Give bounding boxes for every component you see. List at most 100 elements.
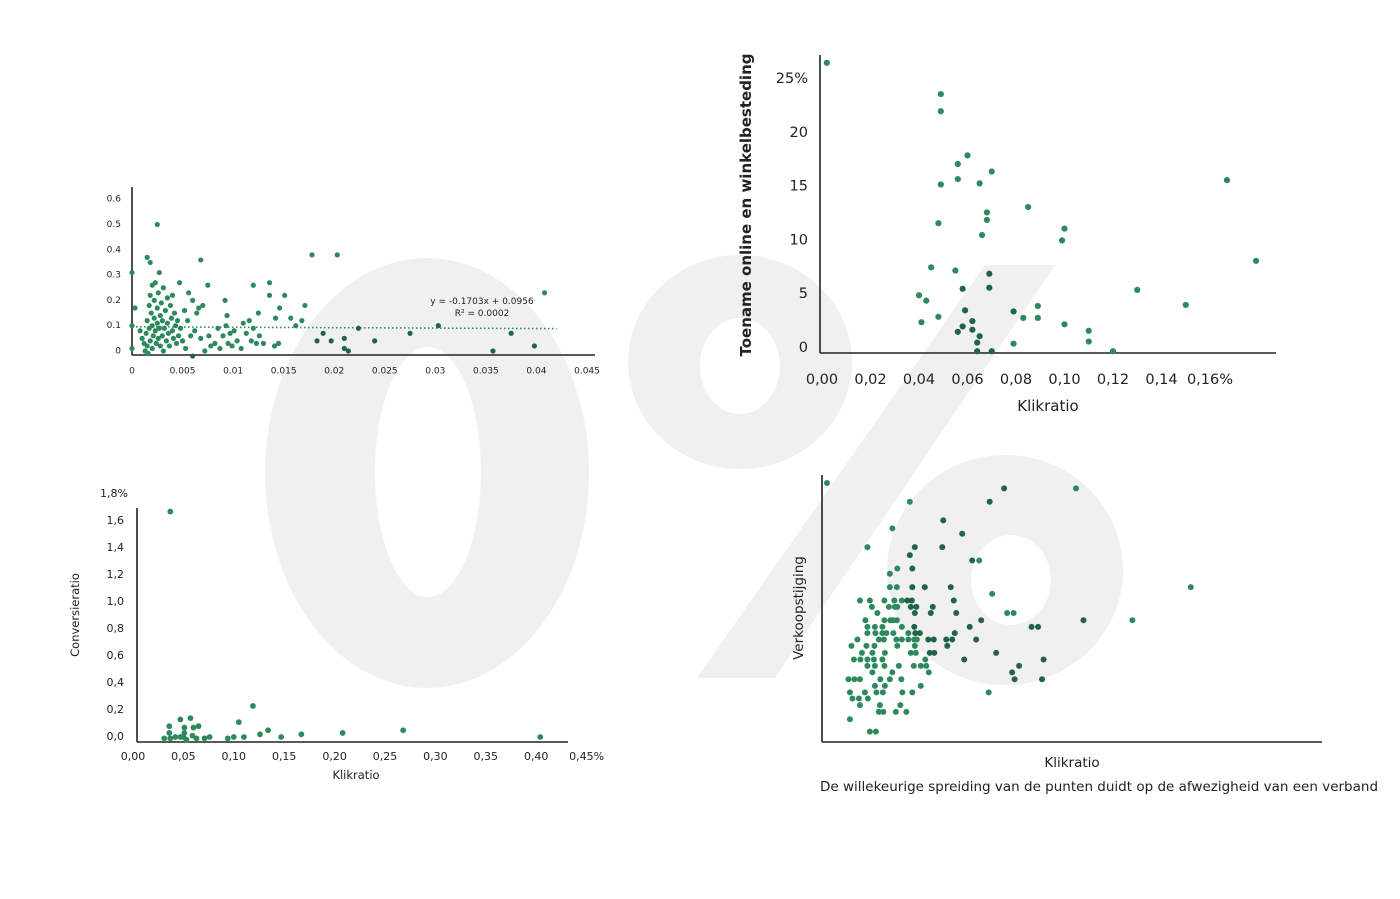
data-point bbox=[148, 310, 154, 316]
data-point bbox=[238, 345, 244, 352]
data-point bbox=[858, 649, 865, 656]
data-point bbox=[877, 676, 884, 683]
data-point bbox=[925, 669, 932, 676]
data-point bbox=[265, 727, 271, 734]
data-point bbox=[866, 597, 873, 604]
data-point bbox=[913, 603, 920, 610]
data-point bbox=[1028, 623, 1035, 630]
data-point bbox=[166, 723, 173, 730]
data-point bbox=[868, 603, 875, 610]
x-tick-label: 0,25 bbox=[373, 750, 398, 763]
data-point bbox=[986, 498, 993, 505]
data-point bbox=[266, 292, 273, 298]
data-point bbox=[848, 642, 855, 649]
data-point bbox=[862, 617, 869, 624]
data-point bbox=[271, 343, 278, 349]
data-point bbox=[1182, 301, 1189, 309]
data-point bbox=[355, 325, 362, 331]
data-point bbox=[192, 328, 198, 334]
data-point bbox=[531, 343, 538, 349]
data-point bbox=[854, 636, 861, 643]
data-point bbox=[257, 731, 263, 738]
data-point bbox=[171, 310, 178, 316]
data-point bbox=[246, 318, 252, 324]
data-point bbox=[144, 343, 150, 349]
data-point bbox=[909, 565, 916, 572]
data-point bbox=[200, 302, 206, 309]
data-point bbox=[186, 290, 192, 296]
y-tick-label: 0.4 bbox=[107, 245, 122, 255]
y-tick-label: 10 bbox=[790, 232, 808, 248]
data-point bbox=[881, 617, 888, 624]
data-point bbox=[898, 623, 905, 630]
data-point bbox=[983, 209, 991, 216]
watermark-zero-glyph bbox=[265, 258, 590, 688]
data-point bbox=[167, 735, 174, 742]
data-point bbox=[198, 257, 204, 263]
data-point bbox=[869, 669, 876, 676]
y-tick-label: 0,0 bbox=[107, 730, 125, 743]
data-point bbox=[139, 335, 145, 341]
y-tick-label: 0.3 bbox=[107, 271, 121, 281]
data-point bbox=[866, 728, 873, 735]
data-point bbox=[881, 649, 888, 656]
data-point bbox=[864, 544, 871, 551]
data-point bbox=[165, 330, 171, 336]
data-point bbox=[170, 335, 177, 341]
data-point bbox=[1025, 203, 1032, 211]
data-point bbox=[851, 676, 858, 683]
x-tick-label: 0,15 bbox=[272, 750, 297, 763]
data-point bbox=[964, 152, 971, 159]
data-point bbox=[224, 735, 231, 742]
data-point bbox=[935, 220, 942, 227]
y-axis-title: Verkoopstijging bbox=[791, 556, 807, 660]
data-point bbox=[152, 328, 158, 334]
data-point bbox=[911, 610, 918, 617]
data-point bbox=[153, 340, 159, 347]
x-tick-label: 0.005 bbox=[170, 367, 196, 377]
data-point bbox=[1109, 348, 1117, 355]
data-point bbox=[1058, 237, 1066, 244]
data-point bbox=[864, 662, 871, 669]
data-point bbox=[912, 649, 919, 656]
data-point bbox=[161, 735, 168, 742]
data-point bbox=[894, 603, 901, 610]
data-point bbox=[1252, 257, 1260, 264]
data-point bbox=[928, 264, 935, 271]
data-point bbox=[151, 297, 157, 303]
data-point bbox=[913, 636, 920, 643]
data-point bbox=[918, 319, 925, 326]
data-point bbox=[166, 730, 173, 736]
data-point bbox=[143, 330, 149, 336]
data-point bbox=[149, 345, 155, 352]
data-point bbox=[177, 325, 184, 331]
data-point bbox=[179, 338, 186, 344]
data-point bbox=[188, 333, 194, 339]
data-point bbox=[871, 682, 878, 689]
data-point bbox=[959, 323, 966, 330]
data-point bbox=[861, 689, 868, 696]
data-point bbox=[190, 724, 197, 731]
data-point bbox=[890, 630, 897, 637]
data-point bbox=[144, 318, 150, 324]
data-point bbox=[891, 597, 898, 604]
data-point bbox=[215, 325, 221, 331]
data-point bbox=[276, 340, 282, 347]
data-point bbox=[898, 676, 905, 683]
data-point bbox=[224, 312, 230, 319]
data-point bbox=[163, 338, 169, 344]
data-point bbox=[974, 348, 981, 355]
data-point bbox=[937, 181, 944, 188]
data-point bbox=[173, 340, 180, 347]
data-point bbox=[150, 333, 156, 339]
data-point bbox=[885, 603, 892, 610]
x-tick-label: 0.02 bbox=[324, 367, 344, 377]
data-point bbox=[897, 702, 904, 709]
data-point bbox=[167, 302, 174, 309]
x-tick-label: 0,12 bbox=[1097, 372, 1129, 388]
data-point bbox=[954, 160, 961, 168]
data-point bbox=[243, 330, 249, 336]
data-point bbox=[947, 584, 954, 591]
data-point bbox=[961, 656, 968, 663]
data-point bbox=[893, 617, 900, 624]
